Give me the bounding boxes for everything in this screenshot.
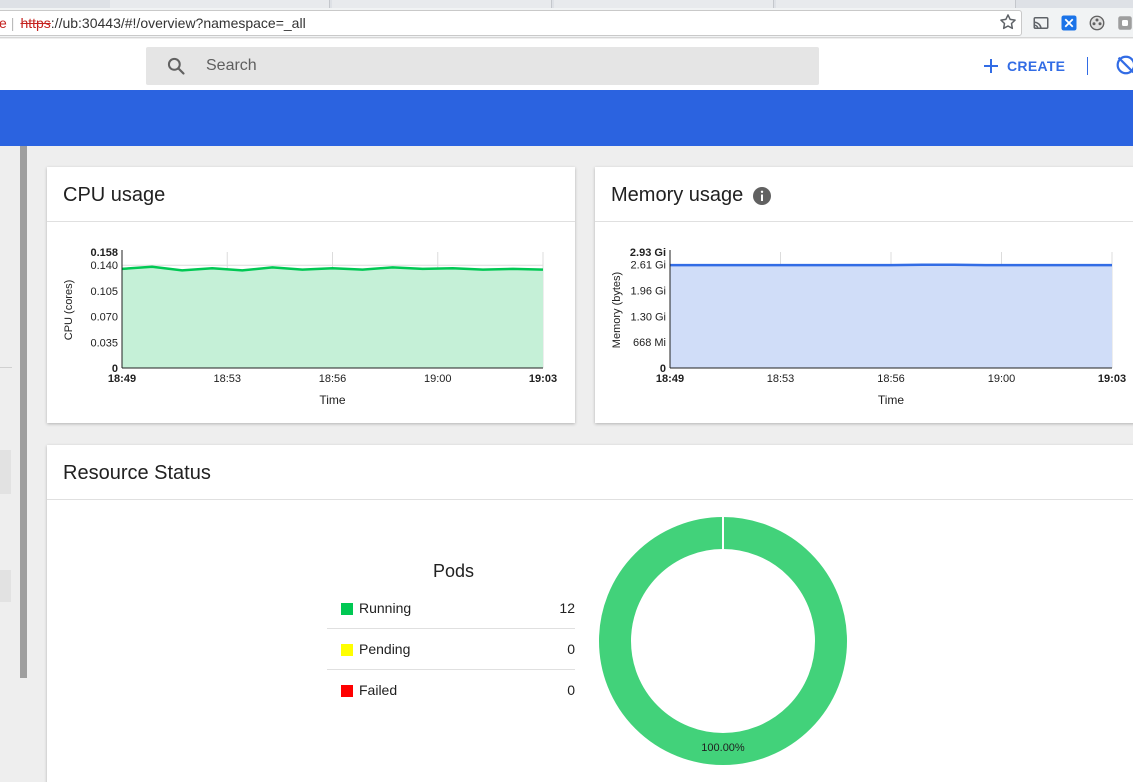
cpu-x-tick-label: 19:03 bbox=[529, 373, 557, 385]
pending-swatch bbox=[341, 644, 353, 656]
create-button-label: CREATE bbox=[1007, 58, 1066, 74]
sidebar-divider bbox=[0, 367, 12, 368]
memory-usage-chart: 18:49 18:53 18:56 19:00 19:03 0 668 Mi 1.30 Gi 1… bbox=[611, 247, 1126, 407]
cpu-y-tick-label: 0.140 bbox=[90, 260, 118, 272]
legend-row-failed: Failed 0 bbox=[327, 670, 575, 711]
legend-count: 0 bbox=[567, 682, 575, 698]
mem-y-tick-label: 2.61 Gi bbox=[631, 260, 666, 272]
browser-tab[interactable] bbox=[332, 0, 552, 8]
extension-blue-icon[interactable] bbox=[1060, 14, 1078, 32]
sidebar-scrollbar[interactable] bbox=[20, 146, 27, 678]
cpu-y-axis-label: CPU (cores) bbox=[63, 280, 75, 341]
card-divider bbox=[47, 499, 1133, 500]
mem-y-tick-label: 1.96 Gi bbox=[631, 286, 666, 298]
mem-area-fill bbox=[670, 264, 1112, 368]
legend-row-running: Running 12 bbox=[327, 588, 575, 629]
sidebar-item[interactable] bbox=[0, 570, 11, 602]
mem-y-tick-label: 668 Mi bbox=[633, 337, 666, 349]
search-input[interactable] bbox=[206, 47, 806, 85]
info-icon[interactable] bbox=[752, 186, 772, 206]
failed-swatch bbox=[341, 685, 353, 697]
search-icon bbox=[167, 57, 185, 75]
extension-gray-icon[interactable] bbox=[1116, 14, 1133, 32]
browser-tab-strip bbox=[0, 0, 1133, 8]
header-divider bbox=[1087, 57, 1088, 75]
cpu-x-tick-label: 18:49 bbox=[108, 373, 136, 385]
cpu-usage-card: CPU usage 18:49 18:53 18:56 19:00 19:03 0 0.03… bbox=[47, 167, 575, 423]
cpu-y-tick-label: 0.105 bbox=[90, 286, 118, 298]
browser-tab[interactable] bbox=[776, 0, 1016, 8]
cpu-x-tick-label: 18:53 bbox=[213, 373, 241, 385]
resource-status-card: Resource Status Pods Running 12 Pending … bbox=[47, 445, 1133, 782]
donut-percent-label: 100.00% bbox=[701, 742, 745, 754]
legend-label: Pending bbox=[359, 641, 411, 657]
legend-count: 0 bbox=[567, 641, 575, 657]
page-toolbar bbox=[0, 90, 1133, 146]
mem-x-tick-label: 18:49 bbox=[656, 373, 684, 385]
create-button[interactable]: CREATE bbox=[983, 55, 1065, 77]
cpu-card-title: CPU usage bbox=[63, 184, 166, 206]
resource-card-title: Resource Status bbox=[63, 462, 211, 484]
memory-card-title: Memory usage bbox=[611, 184, 744, 206]
mem-y-axis-label: Memory (bytes) bbox=[611, 272, 623, 348]
mem-y-tick-label: 0 bbox=[660, 363, 666, 375]
card-divider bbox=[595, 221, 1133, 222]
app-header: CREATE bbox=[0, 39, 1133, 90]
pods-donut-chart: 100.00% bbox=[599, 515, 847, 765]
extension-film-icon[interactable] bbox=[1088, 14, 1106, 32]
cpu-y-tick-label: 0.158 bbox=[90, 247, 118, 259]
search-box[interactable] bbox=[146, 47, 819, 85]
mem-x-axis-label: Time bbox=[878, 393, 905, 407]
legend-row-pending: Pending 0 bbox=[327, 629, 575, 670]
cast-icon[interactable] bbox=[1032, 14, 1050, 32]
plus-icon bbox=[984, 59, 998, 73]
legend-label: Running bbox=[359, 600, 412, 616]
url-fragment: e bbox=[0, 15, 7, 31]
cpu-series-line bbox=[121, 265, 544, 272]
mem-y-tick-label: 2.93 Gi bbox=[630, 247, 666, 259]
mem-x-tick-label: 19:03 bbox=[1098, 373, 1126, 385]
user-menu-icon[interactable] bbox=[1114, 54, 1133, 76]
cpu-x-axis-label: Time bbox=[319, 393, 346, 407]
mem-y-tick-label: 1.30 Gi bbox=[631, 311, 666, 323]
cpu-y-tick-label: 0 bbox=[112, 363, 118, 375]
cpu-area-fill bbox=[122, 266, 543, 368]
cpu-y-tick-label: 0.070 bbox=[90, 312, 118, 324]
card-divider bbox=[47, 221, 575, 222]
legend-count: 12 bbox=[559, 600, 575, 616]
running-swatch bbox=[341, 603, 353, 615]
mem-x-tick-label: 18:56 bbox=[877, 373, 905, 385]
url-scheme: https bbox=[20, 15, 51, 31]
pods-title: Pods bbox=[433, 561, 475, 581]
sidebar-item[interactable] bbox=[0, 450, 11, 494]
mem-x-tick-label: 19:00 bbox=[988, 373, 1016, 385]
memory-usage-card: Memory usage 18:49 18:53 18:56 19:00 19:03 0 6… bbox=[595, 167, 1133, 423]
donut-slice-running bbox=[599, 517, 847, 765]
browser-tab[interactable] bbox=[554, 0, 774, 8]
bookmark-star-icon[interactable] bbox=[998, 12, 1018, 32]
cpu-usage-chart: 18:49 18:53 18:56 19:00 19:03 0 0.035 0.070 0.10… bbox=[63, 247, 557, 407]
cpu-x-tick-label: 19:00 bbox=[424, 373, 452, 385]
cpu-y-tick-label: 0.035 bbox=[90, 337, 118, 349]
url-path: ://ub:30443/#!/overview?namespace=_all bbox=[50, 15, 306, 31]
url-separator: | bbox=[10, 15, 15, 31]
mem-x-tick-label: 18:53 bbox=[767, 373, 795, 385]
cpu-x-tick-label: 18:56 bbox=[319, 373, 347, 385]
legend-label: Failed bbox=[359, 682, 398, 698]
browser-toolbar: e| https://ub:30443/#!/overview?namespace… bbox=[0, 8, 1133, 38]
browser-tab[interactable] bbox=[110, 0, 330, 8]
address-bar[interactable]: e| https://ub:30443/#!/overview?namespace… bbox=[0, 10, 1022, 36]
